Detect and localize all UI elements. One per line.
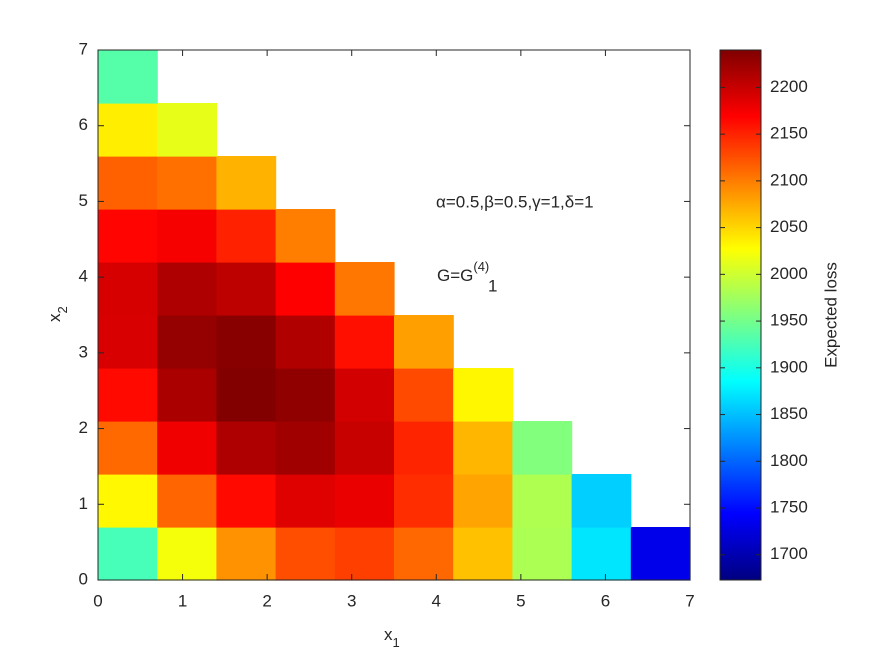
heatmap-cell <box>453 368 513 422</box>
heatmap-cell <box>216 474 277 528</box>
x-label-sub: 1 <box>393 635 400 650</box>
x-tick-label: 5 <box>516 591 525 610</box>
heatmap-cell <box>394 474 454 528</box>
heatmap-cell <box>394 527 454 581</box>
colorbar-tick-label: 2000 <box>770 264 808 283</box>
x-label-base: x <box>384 625 393 644</box>
heatmap-cell <box>512 527 573 581</box>
colorbar-label: Expected loss <box>821 262 840 368</box>
y-label-base: x <box>45 313 64 322</box>
y-tick-label: 6 <box>79 115 88 134</box>
heatmap-cell <box>216 262 277 316</box>
heatmap-cell <box>334 315 395 369</box>
heatmap-cell <box>98 421 158 475</box>
heatmap-cell <box>98 156 158 210</box>
heatmap-cell <box>453 527 513 581</box>
y-tick-label: 1 <box>79 494 88 513</box>
annotation-base: G=G <box>437 266 473 285</box>
colorbar-tick-label: 2100 <box>770 170 808 189</box>
heatmap-cell <box>98 209 158 263</box>
heatmap-cell <box>98 103 158 157</box>
heatmap-cell <box>216 527 277 581</box>
heatmap-cell <box>630 527 691 581</box>
heatmap-cell <box>216 156 277 210</box>
heatmap-cell <box>216 315 277 369</box>
heatmap-cell <box>394 315 454 369</box>
heatmap-cell <box>275 421 336 475</box>
heatmap-cell <box>157 421 217 475</box>
heatmap-cell <box>334 421 395 475</box>
heatmap-cell <box>157 103 217 157</box>
heatmap-cell <box>157 527 217 581</box>
heatmap-cell <box>216 368 277 422</box>
heatmap-cell <box>157 368 217 422</box>
colorbar-tick-label: 1950 <box>770 311 808 330</box>
colorbar-tick-label: 2150 <box>770 124 808 143</box>
heatmap <box>98 50 691 581</box>
y-axis-label: x2 <box>45 306 70 322</box>
annotation: G=G(4) <box>437 259 489 285</box>
x-tick-label: 1 <box>178 591 187 610</box>
heatmap-cell <box>98 315 158 369</box>
y-tick-label: 2 <box>79 418 88 437</box>
heatmap-cell <box>157 209 217 263</box>
heatmap-cell <box>334 527 395 581</box>
annotation: α=0.5,β=0.5,γ=1,δ=1 <box>436 192 594 211</box>
colorbar-tick-label: 2200 <box>770 77 808 96</box>
plot-frame <box>97 49 691 581</box>
heatmap-cell <box>334 474 395 528</box>
heatmap-cell <box>334 368 395 422</box>
colorbar-tick-label: 1850 <box>770 404 808 423</box>
colorbar <box>719 49 762 581</box>
heatmap-cell <box>453 474 513 528</box>
heatmap-cell <box>394 421 454 475</box>
x-tick-label: 0 <box>93 591 102 610</box>
heatmap-cell <box>98 474 158 528</box>
x-tick-label: 7 <box>685 591 694 610</box>
heatmap-cell <box>98 527 158 581</box>
heatmap-cell <box>275 368 336 422</box>
heatmap-cell <box>98 262 158 316</box>
y-tick-label: 5 <box>79 191 88 210</box>
annotation-sub: 1 <box>488 276 497 295</box>
heatmap-cell <box>512 474 573 528</box>
heatmap-cell <box>275 474 336 528</box>
heatmap-cell <box>216 209 277 263</box>
y-tick-label: 3 <box>79 342 88 361</box>
x-tick-label: 2 <box>262 591 271 610</box>
heatmap-cell <box>512 421 573 475</box>
heatmap-cell <box>157 156 217 210</box>
heatmap-cell <box>98 50 158 104</box>
y-tick-label: 0 <box>79 569 88 588</box>
y-tick-label: 7 <box>79 39 88 58</box>
heatmap-cell <box>216 421 277 475</box>
x-tick-label: 6 <box>601 591 610 610</box>
heatmap-cell <box>453 421 513 475</box>
colorbar-tick-label: 1900 <box>770 357 808 376</box>
colorbar-tick-label: 2050 <box>770 217 808 236</box>
annotation-sup: (4) <box>473 259 489 274</box>
colorbar-tick-label: 1700 <box>770 544 808 563</box>
heatmap-cell <box>571 474 632 528</box>
heatmap-cell <box>157 315 217 369</box>
y-tick-label: 4 <box>79 267 88 286</box>
heatmap-cell <box>394 368 454 422</box>
heatmap-cell <box>157 474 217 528</box>
colorbar-tick-label: 1800 <box>770 451 808 470</box>
heatmap-cell <box>98 368 158 422</box>
y-label-sub: 2 <box>55 306 70 313</box>
colorbar-tick-label: 1750 <box>770 498 808 517</box>
heatmap-cell <box>157 262 217 316</box>
heatmap-cell <box>334 262 395 316</box>
heatmap-cell <box>275 527 336 581</box>
x-axis-label: x1 <box>384 625 400 650</box>
x-tick-label: 3 <box>347 591 356 610</box>
heatmap-cell <box>275 209 336 263</box>
axes <box>97 49 691 581</box>
x-tick-label: 4 <box>432 591 441 610</box>
heatmap-cell <box>275 262 336 316</box>
heatmap-cell <box>275 315 336 369</box>
heatmap-cell <box>571 527 632 581</box>
